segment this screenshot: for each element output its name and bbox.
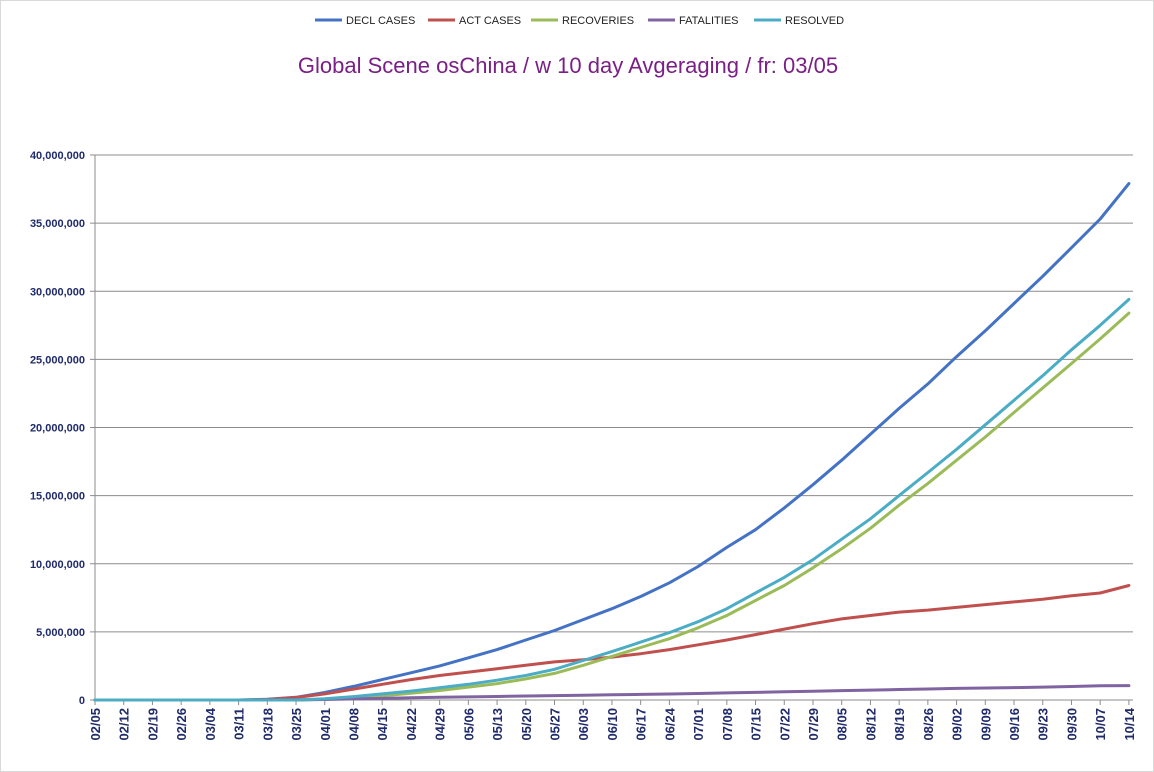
x-tick-label: 07/08 xyxy=(720,708,735,741)
gridlines xyxy=(95,154,1133,701)
x-tick-label: 09/30 xyxy=(1064,708,1079,741)
y-tick-label: 10,000,000 xyxy=(30,559,85,571)
legend-label: DECL CASES xyxy=(346,15,415,27)
x-tick-label: 02/12 xyxy=(117,708,132,741)
x-tick-label: 03/18 xyxy=(260,708,275,741)
legend-label: FATALITIES xyxy=(679,15,739,27)
x-tick-label: 06/24 xyxy=(662,707,677,740)
x-tick-label: 07/15 xyxy=(749,708,764,741)
x-tick-label: 06/10 xyxy=(605,708,620,741)
y-tick-label: 30,000,000 xyxy=(30,286,85,298)
legend-label: RECOVERIES xyxy=(562,15,634,27)
x-tick-label: 08/05 xyxy=(835,708,850,741)
x-tick-label: 03/04 xyxy=(203,707,218,740)
x-tick-label: 04/29 xyxy=(433,708,448,741)
x-tick-label: 08/26 xyxy=(921,708,936,741)
legend: DECL CASES ACT CASES RECOVERIES FATALITIES R… xyxy=(315,15,844,27)
series-line-act-cases xyxy=(93,584,1131,702)
x-tick-label: 07/29 xyxy=(806,708,821,741)
y-tick-label: 15,000,000 xyxy=(30,491,85,503)
x-tick-label: 05/20 xyxy=(519,708,534,741)
x-tick-label: 09/09 xyxy=(978,708,993,741)
y-tick-label: 0 xyxy=(79,695,85,707)
y-tick-label: 35,000,000 xyxy=(30,218,85,230)
x-tick-label: 05/13 xyxy=(490,708,505,741)
y-axis-ticks: 0 5,000,000 10,000,000 15,000,000 20,000,000… xyxy=(30,150,95,707)
x-tick-label: 10/07 xyxy=(1093,708,1108,741)
y-tick-label: 5,000,000 xyxy=(36,627,85,639)
x-tick-label: 07/22 xyxy=(777,708,792,741)
series-line-resolved xyxy=(93,297,1131,702)
x-tick-label: 04/01 xyxy=(318,708,333,741)
x-tick-label: 09/23 xyxy=(1036,708,1051,741)
x-tick-label: 04/22 xyxy=(404,708,419,741)
x-tick-label: 03/11 xyxy=(232,708,247,740)
x-tick-label: 09/16 xyxy=(1007,708,1022,741)
x-tick-label: 04/08 xyxy=(346,708,361,741)
x-tick-label: 07/01 xyxy=(691,708,706,741)
x-tick-label: 04/15 xyxy=(375,708,390,741)
series-line-recoveries xyxy=(93,311,1131,702)
x-tick-label: 06/17 xyxy=(634,708,649,741)
chart-title: Global Scene osChina / w 10 day Avgeragi… xyxy=(298,53,838,78)
legend-label: ACT CASES xyxy=(459,15,521,27)
y-tick-label: 40,000,000 xyxy=(30,150,85,162)
series-lines xyxy=(93,182,1131,702)
y-tick-label: 20,000,000 xyxy=(30,423,85,435)
x-tick-label: 09/02 xyxy=(950,708,965,741)
legend-label: RESOLVED xyxy=(785,15,844,27)
x-axis-ticks: 02/05 02/12 02/19 02/26 03/04 03/11 03/18 03/25… xyxy=(88,700,1137,741)
x-tick-label: 10/14 xyxy=(1122,707,1137,740)
series-line-decl-cases xyxy=(93,182,1131,702)
x-tick-label: 08/19 xyxy=(892,708,907,741)
x-tick-label: 05/27 xyxy=(548,708,563,741)
y-tick-label: 25,000,000 xyxy=(30,354,85,366)
x-tick-label: 02/05 xyxy=(88,708,103,741)
x-tick-label: 02/19 xyxy=(145,708,160,741)
x-tick-label: 03/25 xyxy=(289,708,304,741)
x-tick-label: 06/03 xyxy=(576,708,591,741)
x-tick-label: 08/12 xyxy=(863,708,878,741)
x-tick-label: 02/26 xyxy=(174,708,189,741)
series-line-fatalities xyxy=(93,684,1131,702)
x-tick-label: 05/06 xyxy=(461,708,476,741)
